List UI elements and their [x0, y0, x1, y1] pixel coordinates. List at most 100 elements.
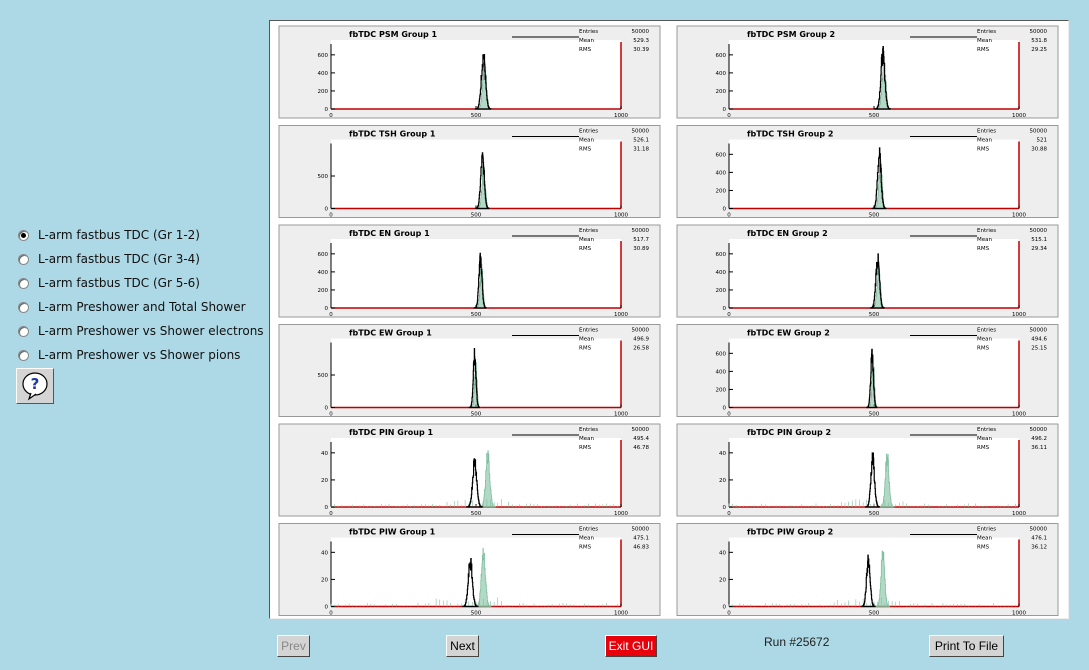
stats-box: Entries 50000 Mean 517.7 RMS 30.89 [512, 228, 649, 252]
y-tick-label: 20 [719, 478, 726, 484]
histogram-pad: 0 500 1000 0 200 400 600 fbTDC TSH Group 2 Entri… [676, 125, 1059, 219]
stats-rms-label: RMS [579, 445, 592, 451]
radio-button[interactable] [18, 229, 29, 241]
radio-button[interactable] [18, 277, 29, 289]
option-fastbus-tdc-gr56[interactable]: L-arm fastbus TDC (Gr 5-6) [16, 271, 266, 295]
stats-entries-value: 50000 [1030, 29, 1048, 35]
histogram-title: fbTDC PSM Group 2 [747, 30, 835, 39]
histogram-title: fbTDC PIN Group 2 [747, 428, 831, 437]
stats-mean-value: 496.9 [633, 337, 649, 343]
prev-button[interactable]: Prev [277, 635, 310, 657]
y-tick-label: 200 [318, 89, 329, 95]
radio-button[interactable] [18, 325, 29, 337]
stats-entries-value: 50000 [1030, 527, 1048, 533]
stats-entries-value: 50000 [632, 427, 650, 433]
y-tick-label: 40 [719, 550, 726, 556]
stats-mean-value: 495.4 [633, 436, 649, 442]
plot-area [729, 537, 1019, 607]
stats-entries-value: 50000 [632, 328, 650, 334]
stats-entries-value: 50000 [1030, 427, 1048, 433]
x-tick-label: 0 [329, 213, 333, 219]
plot-area [331, 239, 621, 308]
histogram-title: fbTDC TSH Group 2 [747, 130, 833, 139]
question-balloon-icon: ? [22, 372, 48, 401]
next-button[interactable]: Next [446, 635, 479, 657]
option-preshower-vs-shower-pions[interactable]: L-arm Preshower vs Shower pions [16, 343, 266, 367]
histogram-title: fbTDC PSM Group 1 [349, 30, 438, 39]
stats-rms-value: 29.25 [1031, 47, 1047, 53]
x-tick-label: 500 [471, 412, 482, 418]
x-tick-label: 500 [471, 213, 482, 219]
histogram-pad: 0 500 1000 0 200 400 600 fbTDC EN Group 2 Entrie… [676, 224, 1059, 318]
x-tick-label: 1000 [614, 412, 628, 418]
y-tick-label: 400 [716, 71, 727, 77]
stats-entries-label: Entries [579, 328, 598, 334]
x-tick-label: 0 [329, 412, 333, 418]
y-tick-label: 200 [318, 288, 329, 294]
main-peak [474, 152, 490, 210]
stats-box: Entries 50000 Mean 475.1 RMS 46.83 [512, 527, 649, 551]
plot-area [729, 139, 1019, 209]
x-tick-label: 1000 [1012, 312, 1026, 318]
help-button[interactable]: ? [16, 368, 54, 404]
print-to-file-button[interactable]: Print To File [929, 635, 1004, 657]
stats-rms-value: 26.58 [633, 346, 649, 352]
y-tick-label: 40 [719, 451, 726, 457]
stats-rms-value: 30.88 [1031, 147, 1047, 153]
main-peak [473, 252, 488, 309]
plot-area [331, 537, 621, 607]
stats-mean-label: Mean [579, 38, 594, 44]
option-preshower-vs-shower-electrons[interactable]: L-arm Preshower vs Shower electrons [16, 319, 266, 343]
main-peak [860, 554, 876, 608]
histogram-canvas: 0 500 1000 0 200 400 600 fbTDC PSM Group 1 Entri… [269, 20, 1069, 619]
x-tick-label: 1000 [1012, 113, 1026, 119]
y-tick-label: 0 [325, 306, 329, 312]
stats-rms-value: 46.83 [633, 545, 649, 551]
y-tick-label: 0 [325, 605, 329, 611]
plot-area [729, 40, 1019, 109]
main-peak [869, 253, 886, 309]
histogram-title: fbTDC TSH Group 1 [349, 130, 436, 139]
stats-mean-value: 521 [1037, 138, 1048, 144]
radio-button[interactable] [18, 349, 29, 361]
y-tick-label: 600 [716, 351, 727, 357]
y-tick-label: 20 [321, 478, 328, 484]
stats-rms-value: 29.34 [1031, 246, 1047, 252]
stats-entries-value: 50000 [632, 129, 650, 135]
y-tick-label: 0 [723, 107, 727, 113]
x-tick-label: 0 [329, 611, 333, 617]
run-number: Run #25672 [764, 635, 830, 649]
stats-rms-label: RMS [579, 246, 592, 252]
option-fastbus-tdc-gr34[interactable]: L-arm fastbus TDC (Gr 3-4) [16, 247, 266, 271]
exit-gui-button[interactable]: Exit GUI [605, 635, 657, 657]
stats-box: Entries 50000 Mean 529.3 RMS 30.39 [512, 29, 649, 53]
radio-button[interactable] [18, 301, 29, 313]
view-selector: L-arm fastbus TDC (Gr 1-2) L-arm fastbus… [16, 223, 266, 367]
stats-entries-label: Entries [977, 129, 996, 135]
stats-rms-value: 36.11 [1031, 445, 1047, 451]
stats-rms-label: RMS [579, 545, 592, 551]
histogram-title: fbTDC EW Group 2 [747, 329, 830, 338]
histogram-pad: 0 500 1000 0 200 400 600 fbTDC EN Group 1 Entrie… [278, 224, 661, 318]
main-peak [474, 54, 492, 110]
x-tick-label: 500 [869, 113, 880, 119]
stats-mean-label: Mean [579, 237, 594, 243]
histogram-pad: 0 500 1000 0 200 400 600 fbTDC PSM Group 1 Entri… [278, 25, 661, 119]
x-tick-label: 500 [471, 511, 482, 517]
stats-box: Entries 50000 Mean 496.2 RMS 36.11 [910, 427, 1047, 451]
stats-entries-value: 50000 [1030, 228, 1048, 234]
stats-mean-label: Mean [977, 138, 992, 144]
stats-mean-value: 496.2 [1031, 436, 1047, 442]
y-tick-label: 600 [716, 53, 727, 59]
y-tick-label: 20 [321, 577, 328, 583]
stats-mean-label: Mean [579, 436, 594, 442]
y-tick-label: 0 [723, 207, 727, 213]
option-preshower-total-shower[interactable]: L-arm Preshower and Total Shower [16, 295, 266, 319]
x-tick-label: 1000 [614, 312, 628, 318]
x-tick-label: 1000 [614, 511, 628, 517]
radio-button[interactable] [18, 253, 29, 265]
option-fastbus-tdc-gr12[interactable]: L-arm fastbus TDC (Gr 1-2) [16, 223, 266, 247]
x-tick-label: 500 [869, 312, 880, 318]
stats-box: Entries 50000 Mean 526.1 RMS 31.18 [512, 129, 649, 153]
x-tick-label: 1000 [614, 611, 628, 617]
